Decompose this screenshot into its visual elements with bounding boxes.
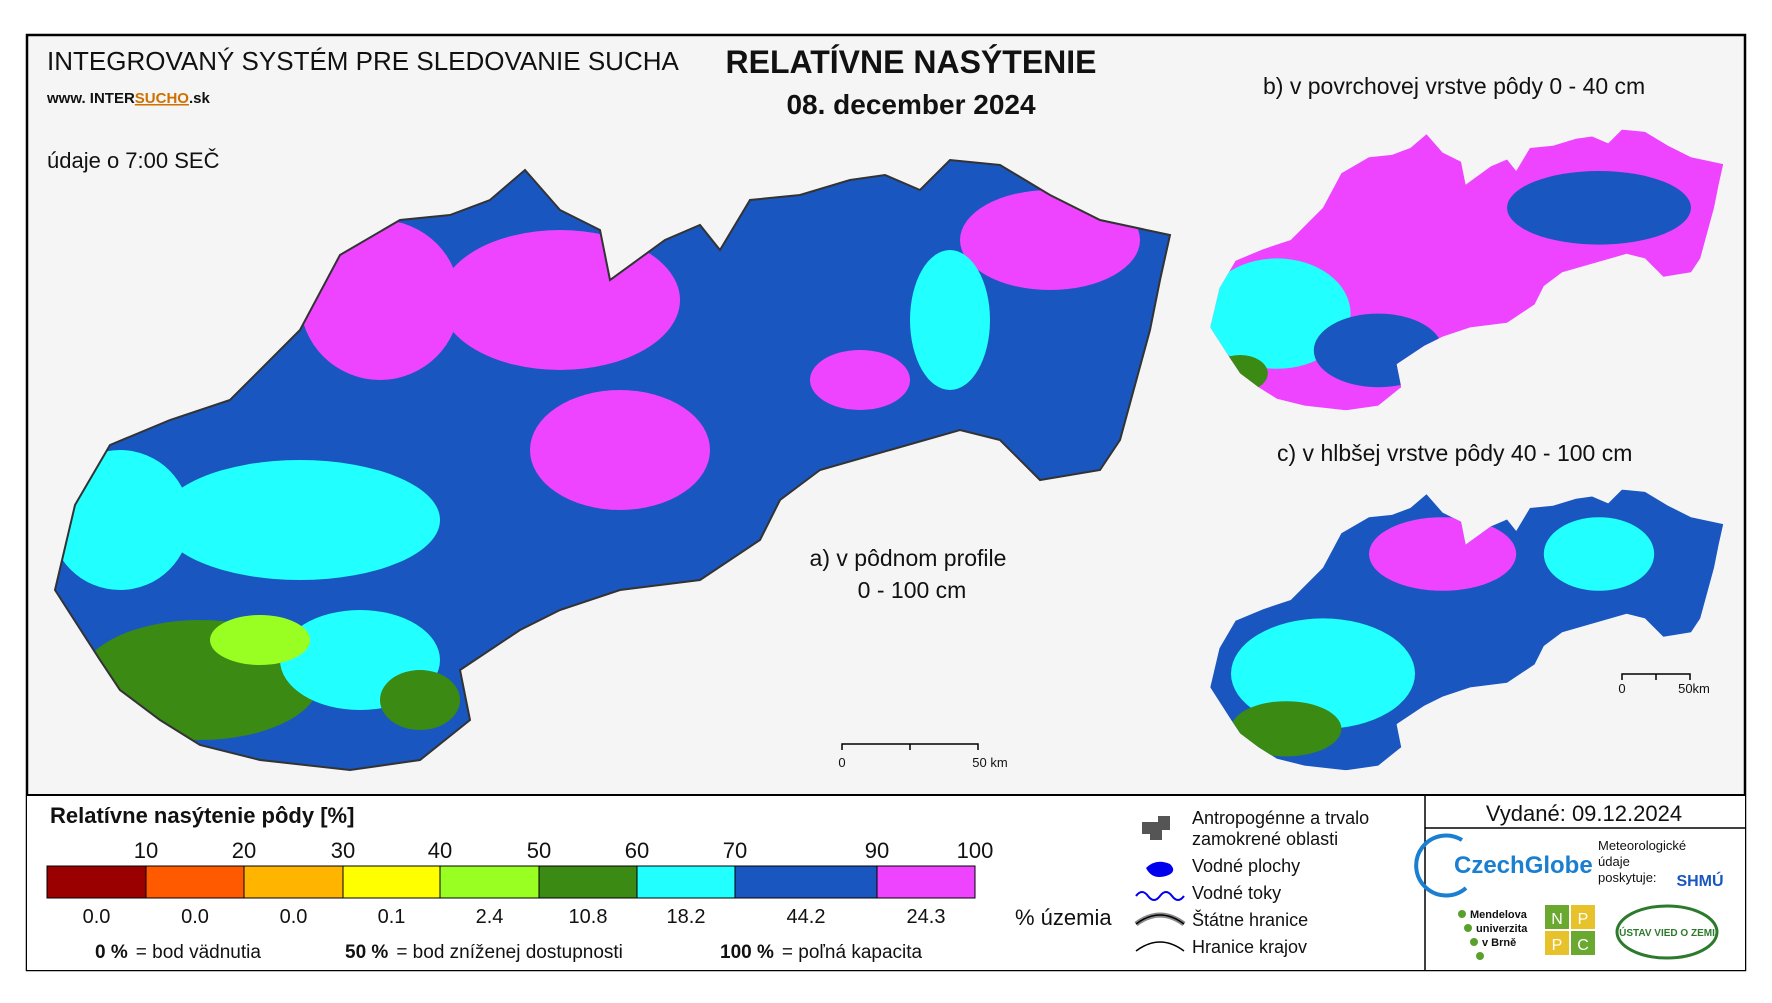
- meteo-text: údaje: [1598, 854, 1630, 869]
- symbol-label: Štátne hranice: [1192, 909, 1308, 930]
- note: 100 % = poľná kapacita: [720, 942, 923, 963]
- title: RELATÍVNE NASÝTENIE: [726, 44, 1097, 80]
- note-key: 0 %: [95, 942, 128, 963]
- date: 08. december 2024: [786, 89, 1035, 120]
- color-class: [538, 865, 638, 899]
- symbol-label: Hranice krajov: [1192, 937, 1307, 957]
- meteo-text: Meteorologické: [1598, 838, 1686, 853]
- nppc-logo: [1545, 905, 1595, 955]
- observation-time: údaje o 7:00 SEČ: [47, 148, 220, 173]
- system-name: INTEGROVANÝ SYSTÉM PRE SLEDOVANIE SUCHA: [47, 46, 679, 76]
- scale-label: 50km: [1678, 681, 1710, 696]
- note-text: = poľná kapacita: [782, 942, 923, 963]
- uvz-mark: [1615, 904, 1719, 960]
- czechglobe-logo: CzechGlobe: [1454, 852, 1593, 879]
- map-b-label: b) v povrchovej vrstve pôdy 0 - 40 cm: [1263, 73, 1645, 99]
- note-key: 50 %: [345, 942, 388, 963]
- czechglobe-mark: [1414, 833, 1468, 898]
- class-bound: 40: [428, 838, 452, 863]
- nppc-letter: P: [1578, 911, 1589, 928]
- symbol-state-border: [1135, 914, 1185, 925]
- class-share: 0.0: [181, 906, 209, 928]
- class-bound: 100: [957, 838, 994, 863]
- color-bar: 0.0 0.0 0.0 0.1 2.4 10.8 18.2 44.2 24.3 10 20 30 40 5…: [46, 838, 994, 928]
- map-c-label: c) v hlbšej vrstve pôdy 40 - 100 cm: [1277, 440, 1632, 466]
- legend-notes: 0 % = bod vädnutia 50 % = bod zníženej dost…: [95, 942, 923, 963]
- symbol-region-border: [1135, 941, 1185, 952]
- note: 0 % = bod vädnutia: [95, 942, 261, 963]
- issued-date: Vydané: 09.12.2024: [1486, 801, 1682, 826]
- site-suffix: .sk: [189, 90, 211, 107]
- color-class: [734, 865, 878, 899]
- nppc-letter: N: [1551, 911, 1563, 928]
- class-share: 0.1: [378, 906, 406, 928]
- symbol-water-body: [1146, 861, 1174, 877]
- class-bound: 50: [527, 838, 551, 863]
- color-class: [46, 865, 147, 899]
- color-class: [342, 865, 441, 899]
- class-share: 0.0: [83, 906, 111, 928]
- mendel-text: v Brně: [1482, 937, 1516, 949]
- class-bound: 10: [134, 838, 158, 863]
- mendel-text: Mendelova: [1470, 909, 1528, 921]
- share-unit: % územia: [1015, 905, 1112, 930]
- color-class: [243, 865, 344, 899]
- meteo-text: poskytuje:: [1598, 870, 1657, 885]
- class-share: 2.4: [476, 906, 504, 928]
- class-share: 24.3: [907, 906, 946, 928]
- website: www. INTERSUCHO.sk: [46, 90, 210, 107]
- class-share: 44.2: [787, 906, 826, 928]
- note-text: = bod zníženej dostupnosti: [396, 942, 623, 963]
- class-bound: 30: [331, 838, 355, 863]
- scale-label: 50 km: [972, 755, 1007, 770]
- class-bound: 20: [232, 838, 256, 863]
- color-class: [145, 865, 245, 899]
- uvz-logo: ÚSTAV VIED O ZEMI: [1619, 926, 1715, 939]
- color-class: [439, 865, 540, 899]
- mendel-dots: [1458, 910, 1484, 960]
- scale-zero: 0: [838, 755, 845, 770]
- color-class: [876, 865, 976, 899]
- map-a-label: a) v pôdnom profile: [810, 545, 1007, 571]
- nppc-letter: P: [1552, 937, 1563, 954]
- class-share: 0.0: [280, 906, 308, 928]
- symbol-wet-area: [1142, 816, 1170, 840]
- scale-zero: 0: [1618, 681, 1625, 696]
- legend-title: Relatívne nasýtenie pôdy [%]: [50, 803, 354, 828]
- nppc-letter: C: [1577, 937, 1589, 954]
- class-bound: 60: [625, 838, 649, 863]
- note: 50 % = bod zníženej dostupnosti: [345, 942, 623, 963]
- symbol-river: [1135, 891, 1185, 901]
- class-bound: 90: [865, 838, 889, 863]
- symbol-label: Vodné plochy: [1192, 856, 1300, 876]
- color-class: [636, 865, 736, 899]
- site-prefix: www. INTER: [46, 90, 135, 107]
- scale-bar: [841, 673, 1691, 750]
- symbol-label: Antropogénne a trvalo: [1192, 808, 1369, 828]
- site-highlight: SUCHO: [135, 90, 190, 107]
- symbol-label: Vodné toky: [1192, 883, 1281, 903]
- mendel-text: univerzita: [1476, 923, 1528, 935]
- note-text: = bod vädnutia: [136, 942, 262, 963]
- symbol-label: zamokrené oblasti: [1192, 829, 1338, 849]
- class-share: 10.8: [569, 906, 608, 928]
- shmu-logo: SHMÚ: [1676, 871, 1723, 890]
- note-key: 100 %: [720, 942, 774, 963]
- class-share: 18.2: [667, 906, 706, 928]
- class-bound: 70: [723, 838, 747, 863]
- map-a-depth: 0 - 100 cm: [858, 577, 967, 603]
